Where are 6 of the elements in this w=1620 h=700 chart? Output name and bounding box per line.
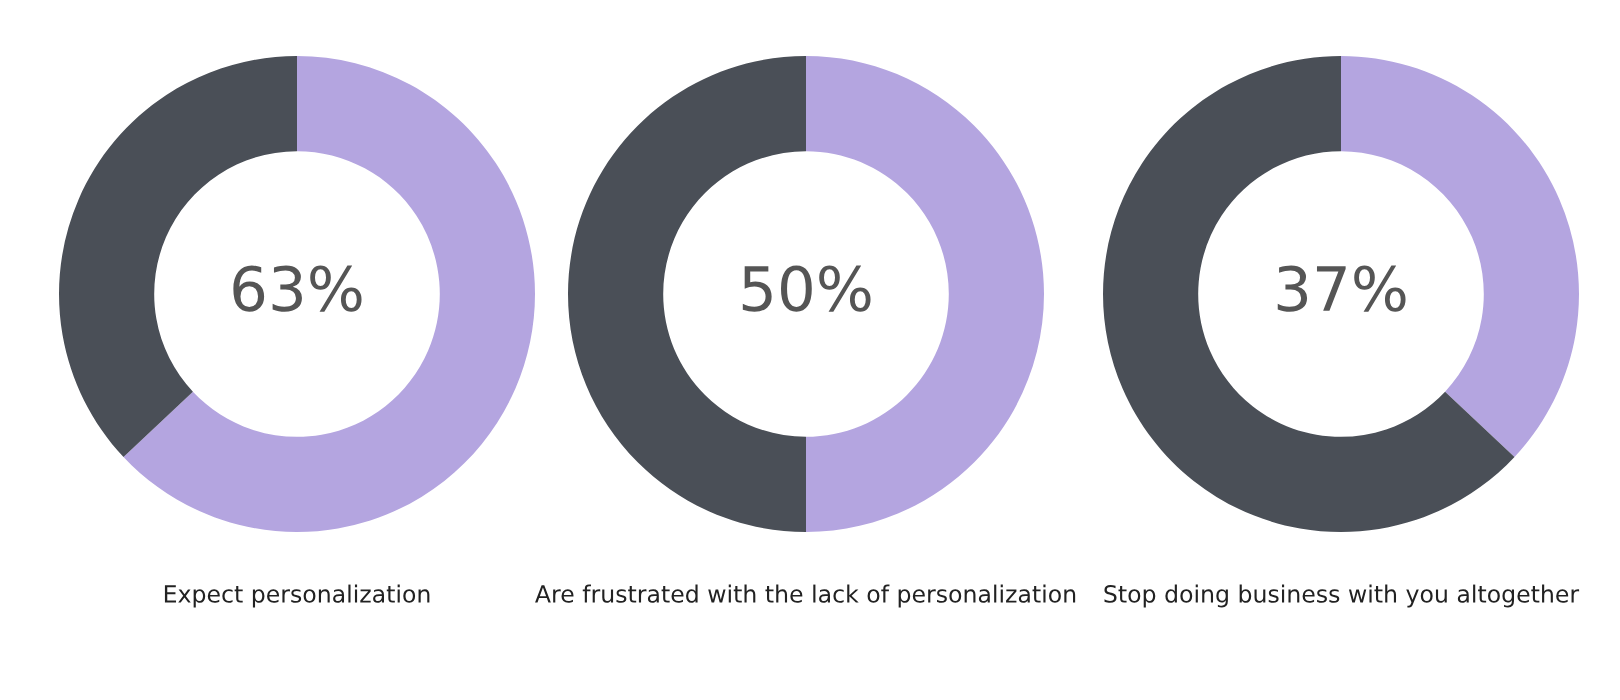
- data-label: 37%: [1277, 265, 1406, 312]
- data-label: 63%: [233, 265, 362, 312]
- text: Stop doing business with you altogether: [1104, 584, 1580, 608]
- data-label: 50%: [742, 265, 871, 312]
- text: Are frustrated with the lack of personalization: [535, 584, 1076, 608]
- text: Expect personalization: [164, 584, 430, 608]
